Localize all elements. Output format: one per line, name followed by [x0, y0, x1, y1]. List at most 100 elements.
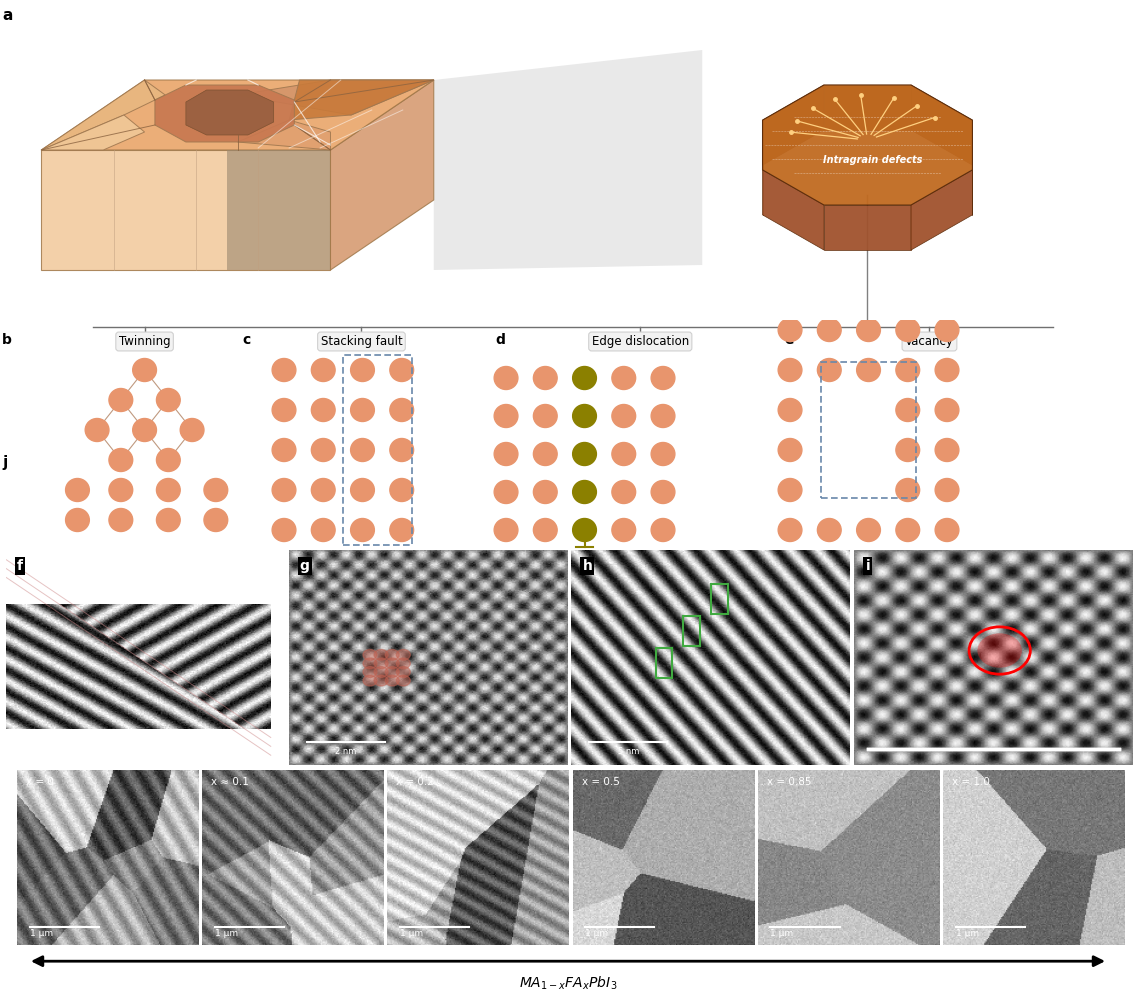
Circle shape: [273, 518, 295, 542]
Circle shape: [204, 508, 227, 532]
Circle shape: [573, 367, 596, 390]
Circle shape: [494, 518, 518, 542]
Circle shape: [396, 649, 410, 660]
Text: x = 0: x = 0: [26, 777, 55, 787]
Polygon shape: [41, 80, 165, 150]
Polygon shape: [227, 150, 331, 270]
Circle shape: [273, 479, 295, 502]
Circle shape: [896, 398, 920, 422]
Circle shape: [896, 438, 920, 462]
Circle shape: [109, 448, 133, 472]
Text: 1 μm: 1 μm: [585, 929, 609, 938]
Text: x = 0.2: x = 0.2: [396, 777, 434, 787]
Circle shape: [935, 319, 959, 342]
Text: e: e: [785, 333, 794, 347]
Circle shape: [109, 508, 133, 532]
Circle shape: [612, 404, 636, 428]
Circle shape: [374, 658, 389, 669]
Circle shape: [85, 418, 109, 442]
Circle shape: [534, 367, 557, 390]
Polygon shape: [824, 205, 911, 250]
Circle shape: [364, 658, 377, 669]
Circle shape: [612, 518, 636, 542]
Text: f: f: [17, 559, 23, 573]
Circle shape: [273, 359, 295, 381]
Circle shape: [935, 438, 959, 462]
Text: c: c: [243, 333, 251, 347]
Circle shape: [374, 675, 389, 686]
Circle shape: [896, 479, 920, 502]
Circle shape: [390, 479, 414, 502]
Circle shape: [651, 518, 675, 542]
Circle shape: [157, 479, 181, 502]
Text: 1 μm: 1 μm: [955, 929, 979, 938]
Text: Twinning: Twinning: [119, 335, 170, 348]
Circle shape: [351, 479, 375, 502]
Text: x = 0.5: x = 0.5: [582, 777, 619, 787]
Circle shape: [396, 667, 410, 677]
Text: a: a: [2, 8, 12, 23]
Polygon shape: [762, 85, 824, 165]
Text: Stacking fault: Stacking fault: [320, 335, 402, 348]
Circle shape: [534, 481, 557, 504]
Circle shape: [573, 442, 596, 466]
Circle shape: [534, 404, 557, 428]
Circle shape: [534, 518, 557, 542]
Circle shape: [396, 658, 410, 669]
Circle shape: [157, 388, 181, 412]
Circle shape: [385, 649, 399, 660]
Text: d: d: [495, 333, 506, 347]
Circle shape: [390, 438, 414, 462]
Circle shape: [157, 448, 181, 472]
Text: g: g: [300, 559, 309, 573]
Circle shape: [896, 518, 920, 542]
Polygon shape: [331, 80, 434, 270]
Text: 1 μm: 1 μm: [400, 929, 424, 938]
Circle shape: [351, 398, 375, 422]
Circle shape: [857, 359, 880, 381]
Circle shape: [896, 319, 920, 342]
Polygon shape: [911, 170, 972, 250]
Circle shape: [66, 479, 90, 502]
Circle shape: [818, 359, 841, 381]
Polygon shape: [237, 80, 434, 115]
Circle shape: [896, 359, 920, 381]
Text: i: i: [866, 559, 870, 573]
Circle shape: [612, 481, 636, 504]
Circle shape: [818, 518, 841, 542]
Circle shape: [364, 675, 377, 686]
Polygon shape: [290, 80, 434, 120]
Circle shape: [494, 404, 518, 428]
Text: x ≈ 0.1: x ≈ 0.1: [211, 777, 249, 787]
Circle shape: [573, 404, 596, 428]
Circle shape: [573, 518, 596, 542]
Bar: [655, 648, 673, 678]
Circle shape: [273, 398, 295, 422]
Circle shape: [857, 518, 880, 542]
Circle shape: [133, 418, 157, 442]
Bar: [821, 362, 916, 498]
Polygon shape: [824, 85, 911, 130]
Circle shape: [935, 518, 959, 542]
Text: 1 μm: 1 μm: [30, 929, 53, 938]
Circle shape: [109, 479, 133, 502]
Circle shape: [818, 319, 841, 342]
Circle shape: [396, 675, 410, 686]
Bar: [684, 616, 700, 646]
Polygon shape: [434, 50, 702, 270]
Text: Vacancy: Vacancy: [905, 335, 954, 348]
Circle shape: [374, 667, 389, 677]
Circle shape: [494, 367, 518, 390]
Circle shape: [651, 404, 675, 428]
Circle shape: [204, 479, 227, 502]
Circle shape: [494, 481, 518, 504]
Circle shape: [935, 359, 959, 381]
Text: 1 μm: 1 μm: [770, 929, 794, 938]
Circle shape: [157, 508, 181, 532]
Circle shape: [935, 479, 959, 502]
Circle shape: [778, 398, 802, 422]
Bar: [343, 355, 412, 545]
Circle shape: [364, 667, 377, 677]
Circle shape: [133, 359, 157, 381]
Text: x = 1.0: x = 1.0: [952, 777, 989, 787]
